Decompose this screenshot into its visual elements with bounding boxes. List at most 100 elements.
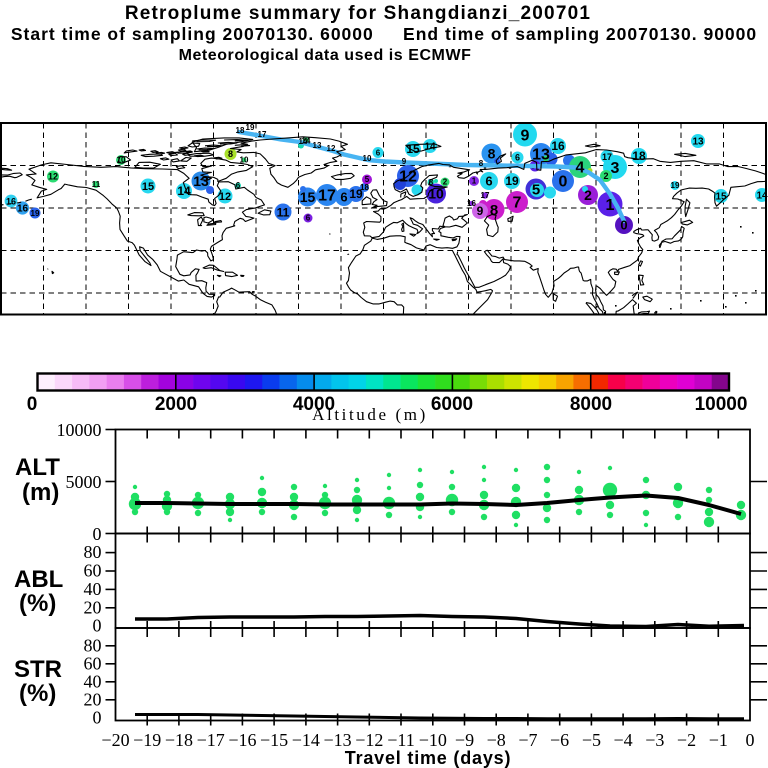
svg-text:−15: −15: [260, 730, 288, 750]
svg-text:12: 12: [327, 144, 336, 153]
svg-text:−14: −14: [292, 730, 320, 750]
svg-text:−10: −10: [419, 730, 447, 750]
svg-text:19: 19: [505, 174, 519, 188]
svg-text:2000: 2000: [155, 394, 197, 415]
svg-text:12: 12: [48, 172, 58, 182]
svg-text:16: 16: [6, 196, 16, 206]
svg-text:6: 6: [306, 214, 311, 223]
svg-text:19: 19: [246, 123, 255, 132]
svg-text:(%): (%): [19, 680, 56, 707]
svg-text:17: 17: [318, 188, 336, 205]
svg-text:8: 8: [490, 202, 498, 219]
svg-text:10: 10: [240, 156, 249, 165]
svg-text:14: 14: [177, 184, 191, 198]
svg-text:16: 16: [17, 203, 29, 214]
svg-text:0: 0: [93, 616, 102, 636]
svg-text:2: 2: [603, 171, 608, 181]
svg-text:60: 60: [84, 561, 102, 581]
svg-text:Meteorological data used is EC: Meteorological data used is ECMWF: [179, 47, 472, 64]
svg-text:8: 8: [429, 178, 434, 187]
svg-text:15: 15: [300, 189, 316, 205]
svg-text:−18: −18: [165, 730, 193, 750]
svg-text:1: 1: [606, 197, 615, 214]
svg-text:60: 60: [84, 653, 102, 673]
svg-text:4: 4: [576, 160, 585, 177]
svg-text:16: 16: [551, 139, 565, 153]
svg-text:ABL: ABL: [14, 566, 63, 593]
svg-text:−7: −7: [518, 730, 537, 750]
svg-text:8000: 8000: [570, 394, 612, 415]
svg-text:−1: −1: [709, 730, 728, 750]
svg-text:0: 0: [746, 730, 755, 750]
svg-text:15: 15: [406, 142, 420, 156]
svg-text:5000: 5000: [66, 472, 102, 492]
svg-text:−12: −12: [355, 730, 383, 750]
svg-text:−20: −20: [101, 730, 129, 750]
svg-text:13: 13: [692, 137, 704, 148]
svg-text:14: 14: [299, 137, 308, 146]
svg-text:−16: −16: [228, 730, 256, 750]
svg-text:0: 0: [93, 524, 102, 544]
svg-text:14: 14: [756, 191, 768, 202]
svg-text:(%): (%): [19, 590, 56, 617]
svg-text:13: 13: [193, 173, 209, 189]
svg-text:5: 5: [532, 182, 540, 199]
svg-text:40: 40: [84, 579, 102, 599]
svg-text:4000: 4000: [293, 394, 335, 415]
svg-text:−8: −8: [487, 730, 506, 750]
svg-text:Altitude (m): Altitude (m): [312, 405, 428, 424]
svg-text:3: 3: [611, 160, 620, 177]
svg-text:5: 5: [365, 175, 370, 184]
svg-text:6: 6: [236, 181, 241, 190]
svg-text:17: 17: [602, 152, 612, 162]
svg-text:1: 1: [472, 177, 477, 186]
svg-text:−6: −6: [550, 730, 569, 750]
svg-text:STR: STR: [14, 656, 62, 683]
svg-text:17: 17: [258, 130, 267, 139]
svg-text:10: 10: [117, 156, 126, 165]
svg-text:Travel time (days): Travel time (days): [345, 748, 511, 768]
svg-text:0: 0: [559, 174, 568, 191]
svg-text:10000: 10000: [695, 394, 748, 415]
svg-text:11: 11: [277, 205, 290, 219]
svg-text:Start time of sampling 2007013: Start time of sampling 20070130. 60000 E…: [11, 24, 757, 44]
svg-text:14: 14: [424, 142, 436, 153]
svg-text:19: 19: [671, 181, 680, 190]
svg-text:18: 18: [236, 126, 245, 135]
svg-text:−19: −19: [133, 730, 161, 750]
svg-text:10: 10: [428, 186, 444, 202]
svg-text:−3: −3: [645, 730, 664, 750]
svg-text:12: 12: [219, 191, 231, 203]
svg-text:9: 9: [521, 127, 530, 144]
svg-text:11: 11: [92, 180, 101, 189]
svg-text:−13: −13: [324, 730, 352, 750]
svg-text:Retroplume summary for Shangdi: Retroplume summary for Shangdianzi_20070…: [125, 3, 591, 24]
svg-text:2: 2: [584, 187, 592, 203]
svg-text:−4: −4: [614, 730, 633, 750]
svg-text:8: 8: [479, 159, 484, 168]
svg-text:6000: 6000: [431, 394, 473, 415]
svg-text:(m): (m): [22, 479, 59, 506]
svg-text:12: 12: [399, 169, 417, 186]
svg-text:18: 18: [632, 149, 646, 163]
svg-text:9: 9: [477, 204, 484, 218]
svg-text:6: 6: [515, 153, 520, 163]
svg-text:80: 80: [84, 635, 102, 655]
svg-text:0: 0: [620, 218, 627, 233]
svg-text:40: 40: [84, 671, 102, 691]
svg-text:0: 0: [93, 707, 102, 727]
svg-text:−17: −17: [197, 730, 225, 750]
svg-text:20: 20: [84, 689, 102, 709]
svg-text:6: 6: [485, 174, 492, 189]
svg-text:13: 13: [532, 147, 550, 164]
svg-text:10000: 10000: [57, 420, 102, 440]
svg-text:6: 6: [340, 190, 347, 205]
svg-text:16: 16: [467, 199, 476, 208]
svg-text:−5: −5: [582, 730, 601, 750]
svg-text:10: 10: [363, 154, 372, 163]
svg-text:13: 13: [313, 141, 322, 150]
svg-text:2: 2: [443, 178, 448, 187]
svg-text:−2: −2: [677, 730, 696, 750]
svg-text:15: 15: [142, 181, 154, 193]
svg-text:17: 17: [481, 191, 490, 200]
